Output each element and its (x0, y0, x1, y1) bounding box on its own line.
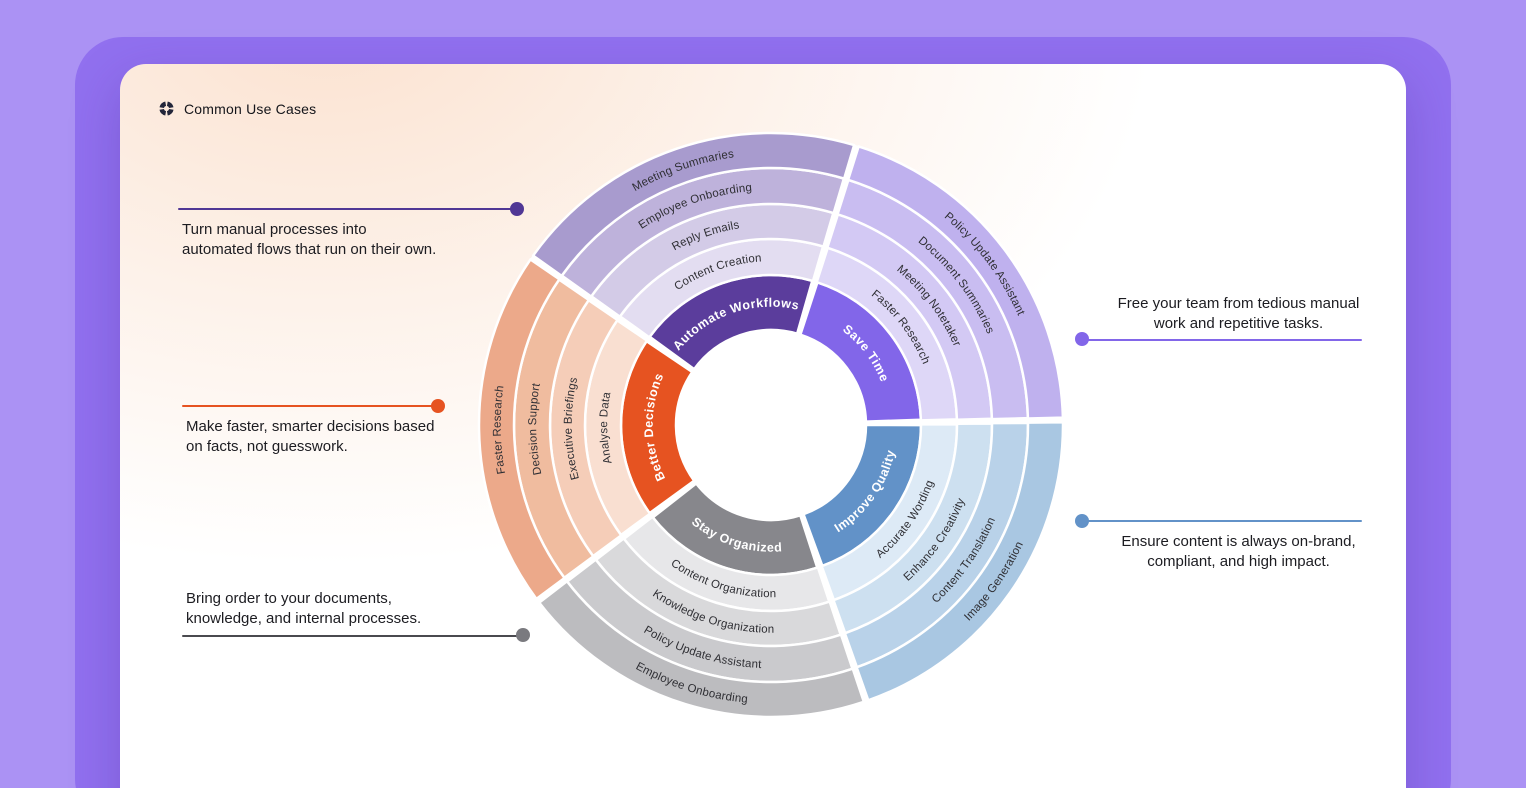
callout-better-decisions: Make faster, smarter decisions based on … (182, 399, 445, 458)
callout-line (1083, 339, 1362, 341)
content-card: Common Use Cases Save Time Faster Researc… (120, 64, 1406, 788)
callout-dot (510, 202, 524, 216)
callout-text: Make faster, smarter decisions based on … (182, 399, 445, 458)
callout-improve-quality: Ensure content is always on-brand, compl… (1075, 514, 1362, 573)
header: Common Use Cases (158, 100, 316, 117)
callout-text: Free your team from tedious manual work … (1075, 292, 1362, 335)
callout-text-line: compliant, and high impact. (1147, 553, 1330, 571)
pinwheel-logo-icon (159, 101, 174, 116)
callout-stay-organized: Bring order to your documents, knowledge… (182, 587, 530, 642)
callout-text: Ensure content is always on-brand, compl… (1075, 514, 1362, 573)
callout-text-line: Free your team from tedious manual (1117, 295, 1360, 312)
callout-text-line: Ensure content is always on-brand, (1121, 533, 1356, 550)
callout-text-line: knowledge, and internal processes. (186, 610, 422, 628)
ring-better-decisions-decision-support-label: Decision Support (527, 382, 544, 476)
callout-save-time: Free your team from tedious manual work … (1075, 292, 1362, 346)
callout-line (182, 405, 437, 407)
callout-text-line: Bring order to your documents, (186, 590, 392, 607)
callout-text-line: Turn manual processes into (182, 221, 367, 238)
callout-text-line: Make faster, smarter decisions based (186, 418, 435, 435)
purple-frame: Common Use Cases Save Time Faster Researc… (75, 37, 1451, 788)
callout-line (1083, 520, 1362, 522)
callout-text-line: on facts, not guesswork. (186, 438, 348, 456)
ring-better-decisions-analyse-data-label: Analyse Data (598, 391, 614, 465)
callout-dot (516, 628, 530, 642)
callout-text: Bring order to your documents, knowledge… (182, 587, 530, 630)
page-title: Common Use Cases (184, 100, 317, 117)
callout-text-line: work and repetitive tasks. (1153, 315, 1324, 333)
callout-dot (1075, 332, 1089, 346)
ring-better-decisions-faster-research (477, 258, 566, 601)
callout-line (178, 208, 516, 210)
callout-automate-workflows: Turn manual processes into automated flo… (178, 202, 524, 261)
wheel-center-hole (678, 332, 864, 518)
ring-save-time-policy-update-assistant (846, 145, 1065, 420)
ring-automate-workflows-meeting-summaries (531, 131, 856, 278)
logo-blade (159, 101, 167, 109)
callout-dot (431, 399, 445, 413)
ring-better-decisions-faster-research-label: Faster Research (492, 385, 508, 475)
ring-improve-quality-image-generation (855, 420, 1065, 702)
logo-blade (159, 108, 167, 116)
ring-stay-organized-employee-onboarding (537, 580, 866, 719)
callout-text-line: automated flows that run on their own. (182, 241, 437, 259)
logo-blade (166, 101, 174, 109)
callout-dot (1075, 514, 1089, 528)
logo-blade (166, 108, 174, 116)
callout-line (182, 635, 522, 637)
callout-text: Turn manual processes into automated flo… (178, 202, 524, 261)
